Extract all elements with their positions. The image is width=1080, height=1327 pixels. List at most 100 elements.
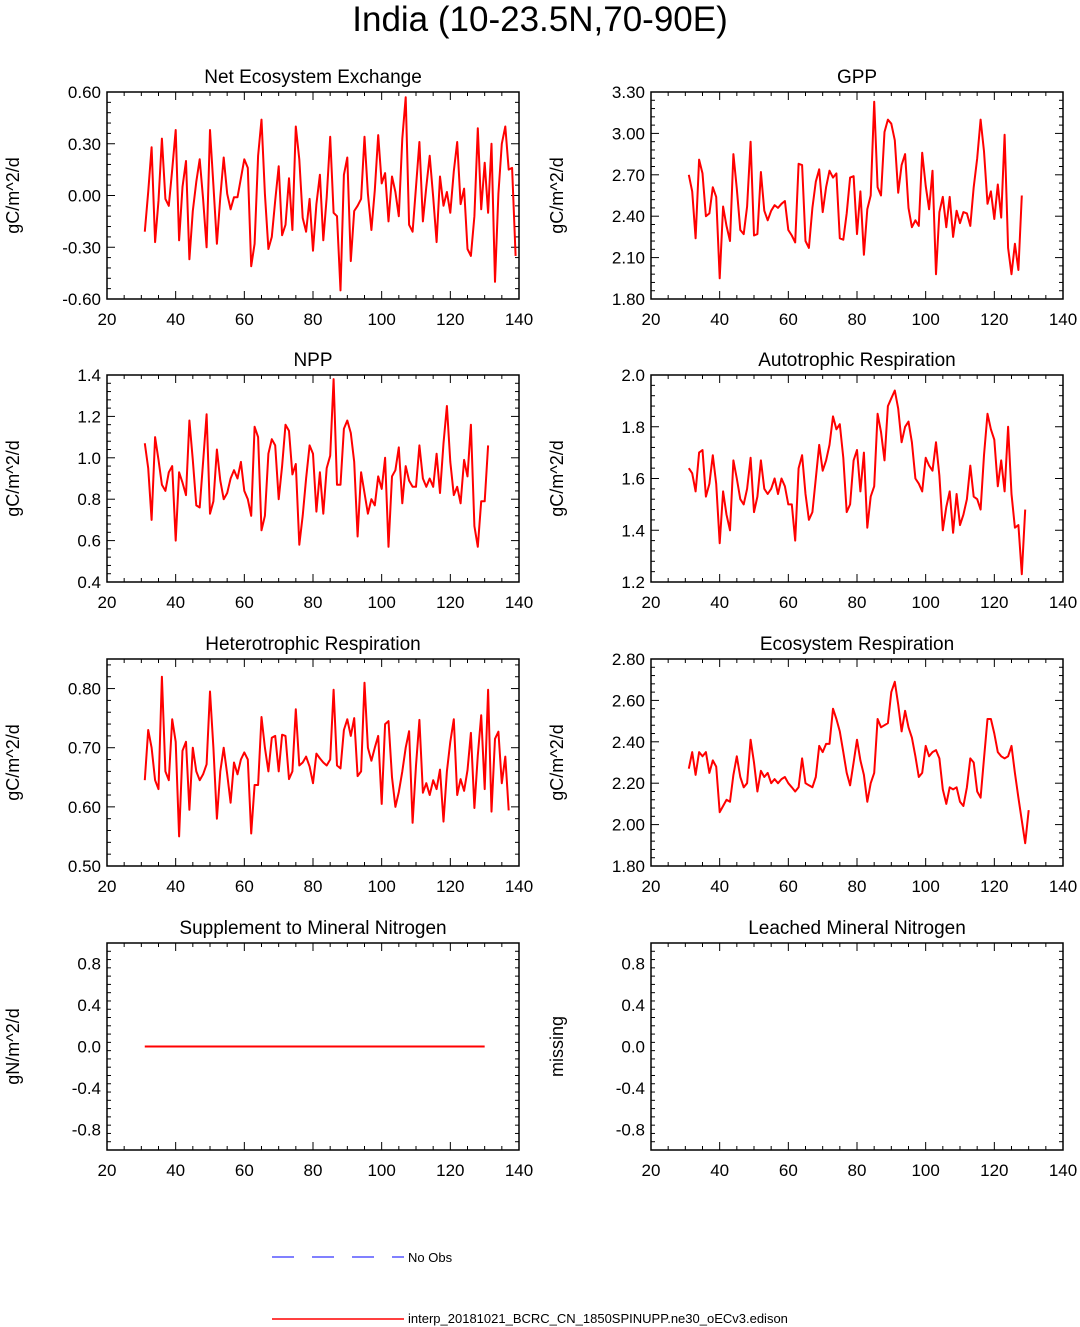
y-tick-label: 0.4 [77, 996, 101, 1015]
x-tick-label: 120 [436, 1161, 464, 1180]
y-tick-label: 0.0 [621, 1038, 645, 1057]
x-tick-label: 100 [367, 1161, 395, 1180]
y-tick-label: 2.40 [612, 733, 645, 752]
panel-title: Ecosystem Respiration [760, 634, 954, 655]
x-tick-label: 40 [166, 310, 185, 329]
y-tick-label: 1.0 [77, 449, 101, 468]
x-tick-label: 100 [367, 593, 395, 612]
y-tick-label: 0.4 [77, 573, 101, 592]
x-tick-label: 120 [980, 310, 1008, 329]
x-tick-label: 80 [848, 1161, 867, 1180]
x-tick-label: 140 [505, 593, 533, 612]
x-tick-label: 120 [436, 877, 464, 896]
y-tick-label: 1.2 [77, 407, 101, 426]
x-tick-label: 40 [710, 877, 729, 896]
y-tick-label: 1.6 [621, 470, 645, 489]
panel-title: GPP [837, 67, 877, 88]
y-tick-label: 2.20 [612, 774, 645, 793]
y-tick-label: 0.0 [77, 1038, 101, 1057]
series-line-model [143, 378, 490, 548]
x-tick-label: 60 [779, 877, 798, 896]
x-tick-label: 40 [710, 310, 729, 329]
y-tick-label: 2.40 [612, 207, 645, 226]
y-tick-label: 0.70 [68, 739, 101, 758]
y-axis-label: gC/m^2/d [3, 724, 23, 800]
chart-panel-2: GPP 20 40 60 80 100 120 140 1.80 2.10 2.40 2.70 3.00… [547, 67, 1077, 329]
y-tick-label: 1.4 [77, 366, 101, 385]
x-tick-label: 120 [980, 593, 1008, 612]
y-axis-label: gC/m^2/d [3, 440, 23, 516]
x-tick-label: 80 [848, 310, 867, 329]
x-tick-label: 40 [710, 593, 729, 612]
x-tick-label: 100 [911, 1161, 939, 1180]
y-tick-label: 1.80 [612, 290, 645, 309]
x-tick-label: 40 [166, 593, 185, 612]
y-tick-label: 2.80 [612, 650, 645, 669]
x-tick-label: 60 [235, 593, 254, 612]
x-tick-label: 20 [642, 593, 661, 612]
x-tick-label: 140 [1049, 310, 1077, 329]
y-tick-label: 0.6 [77, 532, 101, 551]
y-axis-label: missing [547, 1016, 567, 1077]
x-tick-label: 100 [911, 593, 939, 612]
x-tick-label: 60 [235, 310, 254, 329]
x-tick-label: 20 [642, 877, 661, 896]
y-tick-label: -0.4 [72, 1079, 101, 1098]
y-axis-label: gC/m^2/d [3, 157, 23, 233]
x-tick-label: 60 [235, 1161, 254, 1180]
panel-title: Supplement to Mineral Nitrogen [179, 918, 446, 939]
x-tick-label: 20 [98, 593, 117, 612]
x-tick-label: 80 [304, 593, 323, 612]
y-tick-label: 0.30 [68, 135, 101, 154]
x-tick-label: 140 [1049, 593, 1077, 612]
x-tick-label: 120 [980, 1161, 1008, 1180]
y-tick-label: 0.00 [68, 187, 101, 206]
x-tick-label: 140 [505, 1161, 533, 1180]
x-tick-label: 120 [980, 877, 1008, 896]
y-tick-label: 1.80 [612, 857, 645, 876]
chart-panel-7: Supplement to Mineral Nitrogen 20 40 60 80 10… [3, 918, 533, 1180]
legend-obs-label: No Obs [408, 1250, 453, 1265]
x-tick-label: 140 [1049, 1161, 1077, 1180]
y-tick-label: -0.4 [616, 1079, 645, 1098]
panel-title: Autotrophic Respiration [758, 350, 956, 371]
y-tick-label: 1.2 [621, 573, 645, 592]
y-tick-label: -0.8 [616, 1120, 645, 1139]
x-tick-label: 120 [436, 310, 464, 329]
chart-panel-8: Leached Mineral Nitrogen 20 40 60 80 100 120 14… [547, 918, 1077, 1180]
y-tick-label: 2.70 [612, 166, 645, 185]
y-tick-label: -0.60 [62, 290, 101, 309]
y-tick-label: 2.00 [612, 816, 645, 835]
x-tick-label: 100 [911, 310, 939, 329]
x-tick-label: 20 [98, 1161, 117, 1180]
legend-model-label: interp_20181021_BCRC_CN_1850SPINUPP.ne30… [408, 1311, 788, 1326]
x-tick-label: 20 [642, 310, 661, 329]
y-tick-label: -0.30 [62, 238, 101, 257]
plot-frame [106, 374, 520, 583]
x-tick-label: 20 [98, 310, 117, 329]
x-tick-label: 100 [367, 310, 395, 329]
panel-title: Leached Mineral Nitrogen [748, 918, 966, 939]
y-tick-label: 2.10 [612, 249, 645, 268]
x-tick-label: 100 [911, 877, 939, 896]
legend: No Obs interp_20181021_BCRC_CN_1850SPINUP… [272, 1250, 788, 1326]
chart-panel-3: NPP 20 40 60 80 100 120 140 0.4 0.6 0.8 1.0 1.2 1.4 gC… [3, 350, 533, 612]
chart-panel-5: Heterotrophic Respiration 20 40 60 80 100 120 1… [3, 634, 533, 896]
series-line-model [687, 680, 1030, 845]
x-tick-label: 140 [505, 877, 533, 896]
y-tick-label: 3.00 [612, 124, 645, 143]
x-tick-label: 40 [710, 1161, 729, 1180]
y-tick-label: 0.60 [68, 798, 101, 817]
x-tick-label: 20 [642, 1161, 661, 1180]
x-tick-label: 80 [848, 877, 867, 896]
plot-frame [650, 942, 1064, 1151]
plot-frame [650, 374, 1064, 583]
x-tick-label: 140 [1049, 877, 1077, 896]
chart-panel-6: Ecosystem Respiration 20 40 60 80 100 120 140 1.… [547, 634, 1077, 896]
y-axis-label: gC/m^2/d [547, 157, 567, 233]
x-tick-label: 60 [779, 1161, 798, 1180]
y-tick-label: 0.8 [621, 955, 645, 974]
x-tick-label: 60 [779, 593, 798, 612]
y-tick-label: 2.60 [612, 691, 645, 710]
y-tick-label: 1.4 [621, 521, 645, 540]
